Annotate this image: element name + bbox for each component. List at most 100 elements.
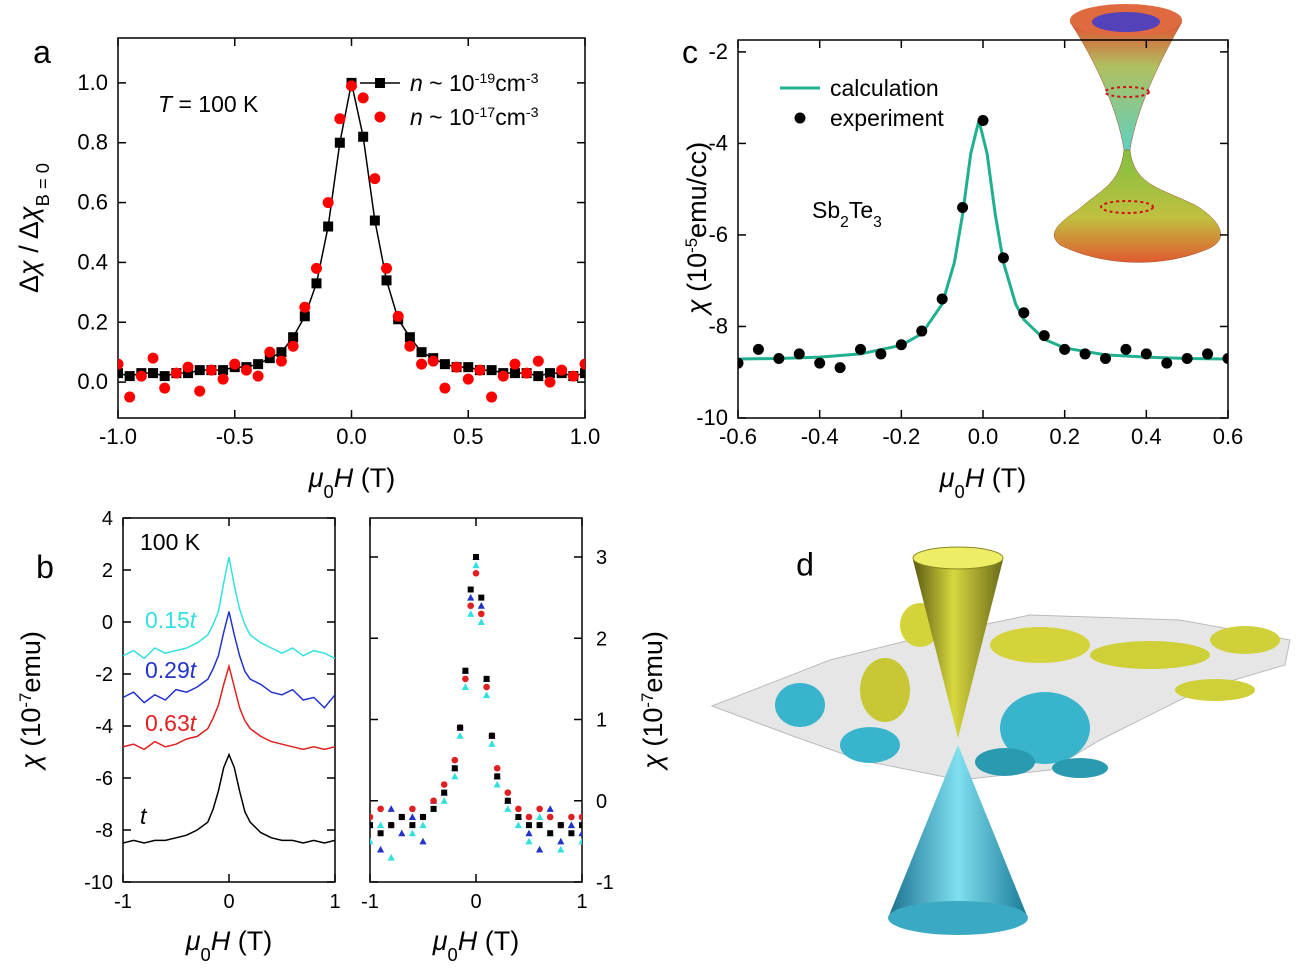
series-line: [123, 752, 335, 844]
text-part: 0: [955, 481, 965, 502]
marker: [287, 340, 299, 352]
text-part: cm: [495, 70, 526, 96]
text-part: (10: [682, 253, 712, 300]
y-tick-label: -6: [95, 768, 113, 790]
series-label: 0.15t: [145, 607, 198, 633]
y-tick-label: 1.0: [77, 70, 108, 95]
marker: [392, 310, 404, 322]
marker: [504, 789, 512, 796]
marker: [377, 821, 385, 829]
marker: [430, 805, 437, 812]
marker: [544, 368, 555, 379]
text-part: (T): [477, 926, 519, 956]
data: [118, 77, 585, 403]
marker: [310, 262, 322, 274]
x-tick-label: -1.0: [99, 424, 137, 449]
marker: [578, 837, 582, 845]
text-part: (10: [638, 708, 668, 755]
text-part: H: [458, 926, 478, 956]
lower-cone-base: [888, 901, 1028, 935]
marker: [118, 368, 123, 379]
data: [370, 553, 582, 861]
marker: [546, 805, 554, 812]
marker: [419, 837, 427, 845]
x-tick-label: 0.2: [1049, 424, 1080, 449]
legend-label: n ~ 10-17cm-3: [410, 104, 539, 130]
text-part: cm: [495, 104, 526, 130]
y-tick-label: 0.2: [77, 309, 108, 334]
text-part: μ: [432, 926, 448, 956]
series-line: [123, 556, 335, 660]
text-part: 0.29: [145, 657, 190, 683]
text-part: μ: [939, 463, 955, 493]
marker: [478, 594, 485, 601]
text-part: -17: [475, 105, 496, 121]
marker: [370, 837, 374, 845]
marker: [488, 732, 495, 739]
x-tick-label: -0.6: [719, 424, 757, 449]
marker: [311, 278, 322, 289]
text-part: 100 K: [140, 529, 201, 555]
surface-blob: [1175, 679, 1255, 701]
x-tick-label: 1: [329, 891, 340, 913]
marker: [451, 772, 459, 780]
text-part: -7: [638, 693, 657, 708]
marker: [462, 667, 469, 674]
upper-cone: [913, 560, 1003, 738]
marker: [377, 845, 385, 853]
text-part: μ: [185, 926, 201, 956]
y-tick-label: -8: [95, 820, 113, 842]
marker: [1202, 348, 1214, 360]
x-tick-label: -0.2: [882, 424, 920, 449]
marker: [370, 822, 373, 829]
inset-illustration: [1054, 4, 1221, 263]
surface-blob: [1052, 758, 1108, 778]
series-label: 0.63t: [145, 710, 198, 736]
marker: [895, 339, 907, 351]
x-tick-label: 0: [470, 891, 481, 913]
marker: [451, 765, 458, 772]
x-axis-label: μ0H (T): [939, 463, 1027, 502]
marker: [276, 347, 287, 358]
text-part: n: [410, 70, 423, 96]
marker: [580, 368, 585, 379]
text-part: 0: [324, 481, 334, 502]
marker: [147, 352, 159, 364]
text-part: (T): [984, 463, 1026, 493]
marker: [1100, 353, 1111, 365]
marker: [536, 813, 544, 820]
surface-blob: [990, 627, 1090, 663]
surface-blob: [975, 748, 1035, 776]
x-tick-label: 0: [223, 891, 234, 913]
marker: [388, 822, 395, 829]
marker: [420, 814, 426, 820]
text-part: t: [140, 803, 148, 829]
text-part: t: [190, 710, 198, 736]
surface-blob: [1090, 641, 1210, 669]
marker: [477, 602, 485, 609]
marker: [467, 586, 474, 593]
series-line: [123, 611, 335, 709]
x-tick-label: -1: [361, 891, 379, 913]
text-part: (T): [353, 463, 395, 493]
text-part: 0: [201, 944, 211, 965]
marker: [977, 115, 989, 127]
marker: [182, 361, 194, 373]
panel-label: a: [33, 34, 51, 70]
marker: [416, 347, 427, 358]
text-part: emu/cc): [682, 142, 712, 238]
upper-funnel: [1069, 21, 1183, 151]
marker: [579, 822, 582, 829]
marker: [916, 325, 928, 337]
marker: [369, 215, 380, 226]
marker: [457, 724, 464, 731]
x-tick-label: -0.5: [216, 424, 254, 449]
marker: [1079, 348, 1091, 360]
annotation: T = 100 K: [158, 91, 259, 117]
text-part: t: [190, 657, 198, 683]
marker: [515, 805, 522, 813]
marker: [135, 370, 147, 382]
y-tick-label: 2: [102, 560, 113, 582]
marker: [322, 197, 334, 209]
